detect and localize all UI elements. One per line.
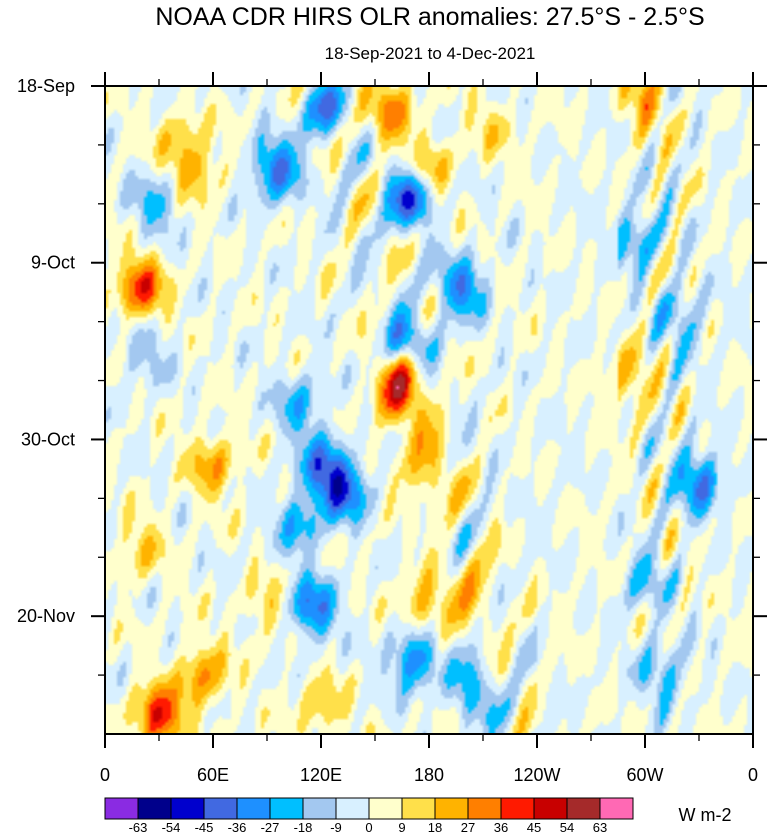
colorbar-swatch (599, 797, 634, 820)
colorbar-label: 54 (560, 820, 574, 835)
x-tick-label: 120W (513, 765, 560, 785)
x-tick-label: 120E (300, 765, 342, 785)
colorbar-swatch (566, 797, 601, 820)
y-tick-label: 30-Oct (21, 429, 75, 449)
colorbar-swatch (368, 797, 403, 820)
colorbar-label: -45 (195, 820, 214, 835)
colorbar-swatch (434, 797, 469, 820)
x-tick-label: 0 (748, 765, 758, 785)
colorbar-label: -54 (162, 820, 181, 835)
y-tick-label: 18-Sep (17, 76, 75, 96)
colorbar-swatch (302, 797, 337, 820)
colorbar-swatch (500, 797, 535, 820)
colorbar-label: -63 (129, 820, 148, 835)
colorbar-label: -9 (330, 820, 342, 835)
colorbar-swatch (170, 797, 205, 820)
colorbar-swatch (203, 797, 238, 820)
colorbar-label: 45 (527, 820, 541, 835)
colorbar-swatch (104, 797, 139, 820)
heatmap-field (105, 86, 753, 734)
colorbar-label: -18 (294, 820, 313, 835)
y-tick-label: 9-Oct (31, 253, 75, 273)
colorbar-label: 36 (494, 820, 508, 835)
chart-title: NOAA CDR HIRS OLR anomalies: 27.5°S - 2.… (155, 3, 704, 31)
colorbar-label: 18 (428, 820, 442, 835)
heatmap-raster (105, 86, 753, 734)
x-tick-label: 60W (626, 765, 663, 785)
colorbar-label: 27 (461, 820, 475, 835)
colorbar-label: 0 (365, 820, 372, 835)
colorbar-label: 9 (398, 820, 405, 835)
x-tick-label: 0 (100, 765, 110, 785)
colorbar-swatch (236, 797, 271, 820)
colorbar-swatch (335, 797, 370, 820)
colorbar-label: 63 (593, 820, 607, 835)
colorbar-swatch (401, 797, 436, 820)
colorbar-swatch (533, 797, 568, 820)
colorbar-swatch (269, 797, 304, 820)
y-axis: 18-Sep 9-Oct 30-Oct 20-Nov (17, 76, 767, 676)
colorbar-units: W m-2 (679, 805, 732, 825)
colorbar-label: -36 (228, 820, 247, 835)
colorbar-swatch (467, 797, 502, 820)
x-axis: 0 60E 120E 180 120W 60W 0 (100, 72, 758, 785)
chart-subtitle: 18-Sep-2021 to 4-Dec-2021 (325, 44, 536, 63)
y-tick-label: 20-Nov (17, 606, 75, 626)
colorbar-swatch (137, 797, 172, 820)
x-tick-label: 180 (414, 765, 444, 785)
colorbar-label: -27 (261, 820, 280, 835)
colorbar: -63 -54 -45 -36 -27 -18 -9 0 9 18 27 36 45 54 63 (104, 797, 634, 835)
x-tick-label: 60E (197, 765, 229, 785)
